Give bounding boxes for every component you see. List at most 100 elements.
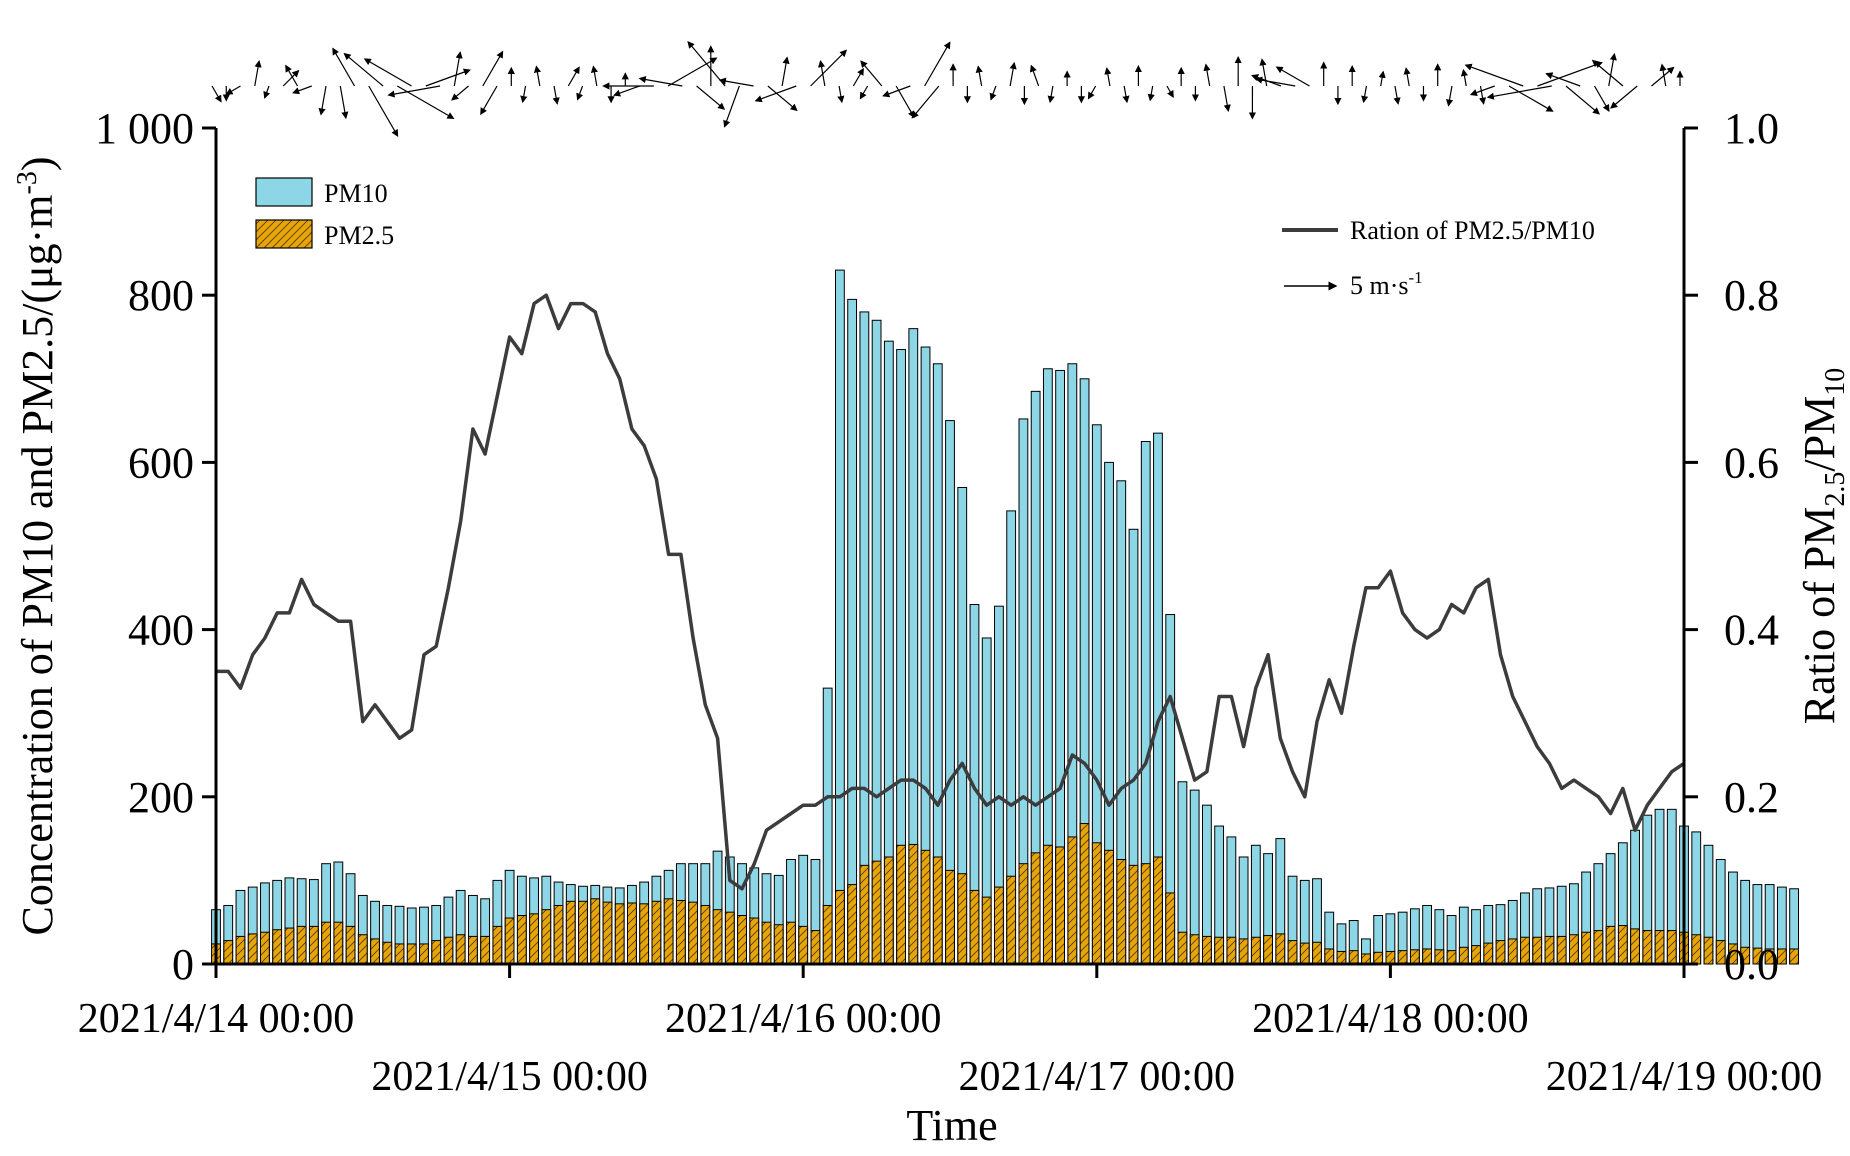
- x-axis-title: Time: [906, 1101, 997, 1150]
- wind-arrow: [852, 67, 864, 87]
- pm25-bar: [712, 909, 723, 965]
- pm25-bar: [1520, 936, 1530, 965]
- wind-arrow: [667, 57, 718, 87]
- pm25-bar: [1299, 942, 1310, 965]
- ratio-line: [216, 293, 1685, 891]
- y2-tick-label: 0.6: [1724, 438, 1779, 487]
- pm25-bar: [1568, 934, 1579, 965]
- pm25-bar: [1422, 948, 1433, 965]
- pm25-bar: [223, 940, 234, 965]
- wind-arrow: [817, 60, 826, 87]
- pm25-bar: [773, 924, 784, 965]
- pm25-bar: [724, 911, 735, 965]
- wind-arrow: [318, 85, 327, 116]
- pm25-bar: [1752, 947, 1763, 965]
- y2-tick-label: 0.0: [1724, 940, 1779, 989]
- pm25-bar: [1728, 943, 1738, 965]
- wind-arrow: [1508, 85, 1554, 112]
- pm25-bar: [761, 921, 772, 965]
- pm25-bar: [1006, 875, 1017, 965]
- x-tick-label: 2021/4/19 00:00: [1546, 1054, 1823, 1100]
- wind-arrow: [911, 85, 940, 119]
- wind-arrow: [895, 85, 915, 119]
- wind-arrow: [989, 85, 997, 101]
- wind-arrow: [482, 50, 504, 87]
- pm25-bar: [700, 904, 711, 965]
- pm25-bar: [1104, 849, 1114, 965]
- pm25-bar: [981, 896, 992, 965]
- wind-arrow: [292, 85, 312, 95]
- wind-arrow: [723, 85, 740, 128]
- pm25-bar: [1617, 925, 1628, 965]
- wind-arrow: [1460, 68, 1468, 87]
- wind-arrow: [343, 52, 384, 87]
- pm25-bar: [370, 938, 380, 965]
- ratio-series-line: [216, 293, 1685, 891]
- wind-arrow: [1047, 85, 1055, 104]
- wind-arrow: [396, 85, 455, 120]
- pm25-bar: [1336, 950, 1347, 965]
- pm25-bar: [1238, 938, 1249, 965]
- pm25-bar: [235, 935, 246, 965]
- wind-arrow: [425, 68, 471, 87]
- pm25-bar: [1666, 930, 1677, 965]
- pm25-bar: [810, 930, 821, 965]
- pm25-bar: [565, 900, 576, 965]
- wind-arrow: [533, 65, 541, 87]
- pm25-bar: [1165, 892, 1176, 965]
- x-tick-label: 2021/4/17 00:00: [959, 1054, 1236, 1100]
- wind-arrow: [1275, 66, 1310, 87]
- wind-arrow: [860, 60, 883, 87]
- wind-arrow: [638, 75, 683, 87]
- pm25-bar: [1544, 935, 1555, 965]
- pm25-bar: [260, 931, 270, 965]
- pm25-bar: [516, 915, 527, 965]
- wind-arrow: [1361, 85, 1369, 104]
- pm25-bar: [749, 917, 760, 965]
- pm25-bar: [480, 935, 491, 965]
- wind-arrow: [211, 85, 222, 103]
- pm25-bar: [1532, 936, 1543, 965]
- y-tick-label: 0: [172, 940, 194, 989]
- y2-tick-label: 1.0: [1724, 104, 1779, 153]
- pm25-bar: [321, 921, 332, 965]
- pm25-bar: [1409, 949, 1420, 965]
- y-tick-label: 1 000: [95, 104, 194, 153]
- wind-arrow: [254, 60, 262, 87]
- wind-arrow: [451, 85, 469, 101]
- pm25-bar: [1226, 936, 1237, 965]
- wind-arrow: [387, 85, 441, 98]
- wind-arrow: [453, 51, 463, 87]
- pm25-bar: [1263, 935, 1273, 965]
- y-tick-label: 800: [128, 271, 194, 320]
- pm25-bar: [357, 934, 368, 965]
- pm25-bar: [1471, 945, 1481, 965]
- pm25-bar: [945, 869, 955, 965]
- pm10-bar: [847, 298, 858, 965]
- pm25-bar: [296, 925, 307, 965]
- y-tick-label: 400: [128, 606, 194, 655]
- pm25-bar: [467, 935, 478, 965]
- wind-arrow: [1009, 61, 1017, 87]
- wind-arrow: [1378, 70, 1386, 87]
- pm25-bar: [614, 903, 625, 965]
- wind-arrow: [567, 66, 580, 87]
- pm25-bar: [1153, 856, 1163, 965]
- pm25-bar: [883, 856, 894, 965]
- pm25-bar: [1789, 948, 1800, 965]
- wind-arrow: [1610, 85, 1638, 109]
- wind-arrow: [339, 85, 349, 120]
- pm25-bar: [786, 921, 796, 965]
- pm25-bar: [1458, 946, 1469, 965]
- y2-tick-label: 0.2: [1724, 773, 1779, 822]
- wind-arrow: [1591, 59, 1624, 87]
- pm25-bar: [492, 925, 503, 965]
- legend-wind-label: 5 m·s-1: [1350, 268, 1423, 300]
- wind-arrow: [1469, 85, 1495, 96]
- pm25-bar: [308, 925, 319, 965]
- wind-arrow: [1545, 72, 1581, 87]
- pm25-bar: [1091, 842, 1102, 965]
- y-tick-label: 200: [128, 773, 194, 822]
- pm25-bar: [1067, 836, 1078, 965]
- wind-arrow: [767, 85, 798, 112]
